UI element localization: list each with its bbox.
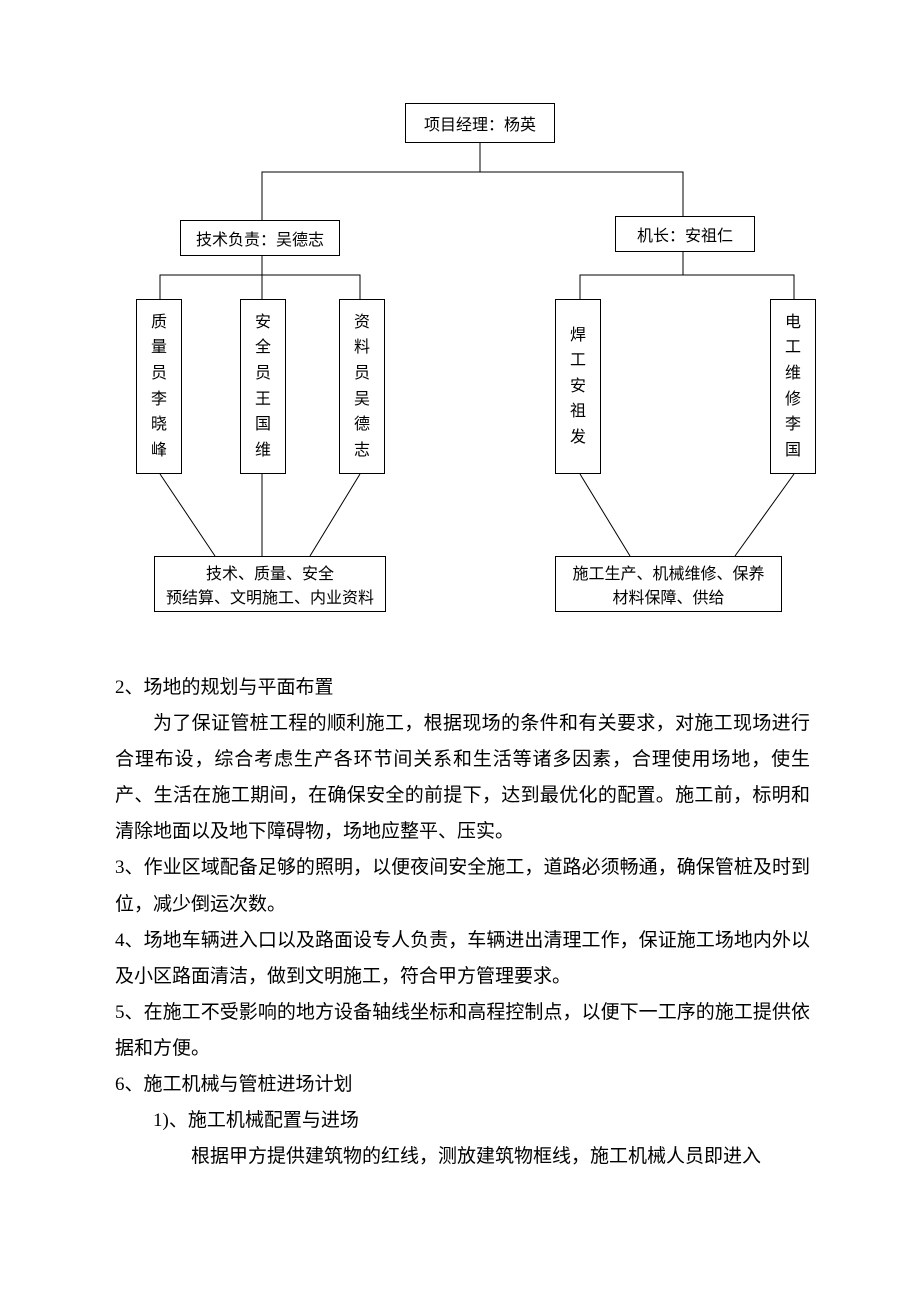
section6-sub1: 1)、施工机械配置与进场 <box>115 1103 810 1139</box>
node-tech-lead: 技术负责：吴德志 <box>180 220 340 256</box>
summary-left-line1: 技术、质量、安全 <box>165 563 375 587</box>
node-crew-lead: 机长：安祖仁 <box>615 216 755 252</box>
node-electrician: 电工维修李国 <box>770 299 816 474</box>
org-chart-diagram: 项目经理：杨英 技术负责：吴德志 机长：安祖仁 质量员李晓峰 安全员王国维 资料… <box>0 0 920 650</box>
section4-paragraph: 4、场地车辆进入口以及路面设专人负责，车辆进出清理工作，保证施工场地内外以及小区… <box>115 923 810 995</box>
summary-left-line2: 预结算、文明施工、内业资料 <box>165 587 375 611</box>
node-document-person: 资料员吴德志 <box>339 299 385 474</box>
node-quality-person: 质量员李晓峰 <box>136 299 182 474</box>
node-welder: 焊工安祖发 <box>555 299 601 474</box>
summary-right-line1: 施工生产、机械维修、保养 <box>566 563 771 587</box>
summary-right-line2: 材料保障、供给 <box>566 587 771 611</box>
node-summary-left: 技术、质量、安全 预结算、文明施工、内业资料 <box>154 556 386 612</box>
section3-paragraph: 3、作业区域配备足够的照明，以便夜间安全施工，道路必须畅通，确保管桩及时到位，减… <box>115 850 810 922</box>
section6-sub1-paragraph: 根据甲方提供建筑物的红线，测放建筑物框线，施工机械人员即进入 <box>115 1139 810 1175</box>
body-text: 2、场地的规划与平面布置 为了保证管桩工程的顺利施工，根据现场的条件和有关要求，… <box>0 650 920 1215</box>
node-root: 项目经理：杨英 <box>405 103 555 143</box>
node-summary-right: 施工生产、机械维修、保养 材料保障、供给 <box>555 556 782 612</box>
page: 项目经理：杨英 技术负责：吴德志 机长：安祖仁 质量员李晓峰 安全员王国维 资料… <box>0 0 920 1215</box>
section2-paragraph: 为了保证管桩工程的顺利施工，根据现场的条件和有关要求，对施工现场进行合理布设，综… <box>115 706 810 850</box>
section2-heading: 2、场地的规划与平面布置 <box>115 670 810 706</box>
section6-heading: 6、施工机械与管桩进场计划 <box>115 1067 810 1103</box>
section5-paragraph: 5、在施工不受影响的地方设备轴线坐标和高程控制点，以便下一工序的施工提供依据和方… <box>115 995 810 1067</box>
node-safety-person: 安全员王国维 <box>240 299 286 474</box>
